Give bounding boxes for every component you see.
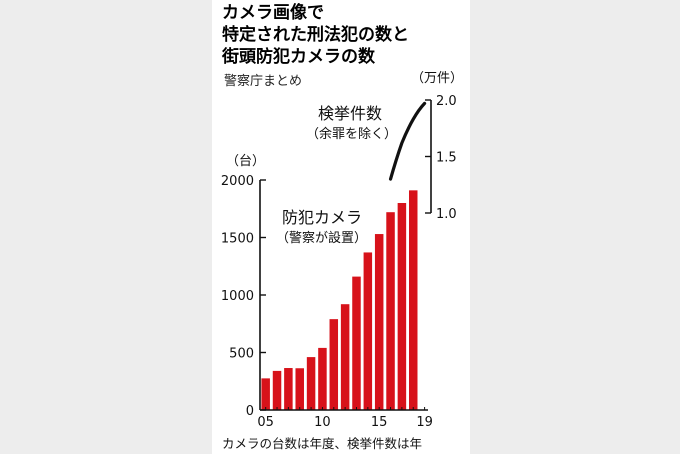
- camera-series-name: 防犯カメラ: [282, 208, 362, 227]
- camera-bar-2007: [284, 368, 293, 410]
- arrests-line-path: [388, 101, 427, 181]
- right-tick-label-2.0: 2.0: [436, 94, 457, 109]
- title-line-3: 街頭防犯カメラの数: [222, 47, 375, 67]
- footnote: カメラの台数は年度、検挙件数は年: [222, 436, 423, 451]
- chart-title: カメラ画像で 特定された刑法犯の数と 街頭防犯カメラの数: [222, 2, 472, 68]
- camera-bar-2005: [261, 378, 270, 410]
- arrests-series-note: （余罪を除く）: [306, 126, 397, 142]
- title-line-1: カメラ画像で: [222, 3, 324, 23]
- left-tick-label-1000: 1000: [221, 289, 254, 304]
- camera-bar-2010: [318, 347, 327, 410]
- camera-bar-2006: [272, 370, 282, 410]
- title-line-2: 特定された刑法犯の数と: [222, 25, 409, 45]
- left-axis: 0 500 1000 1500 2000 （台）: [221, 154, 266, 419]
- x-tick-label-10: 10: [314, 415, 331, 430]
- left-axis-unit: （台）: [226, 154, 265, 169]
- camera-series-note: （警察が設置）: [276, 230, 367, 246]
- camera-bars: [261, 190, 418, 410]
- arrests-series-name: 検挙件数: [318, 104, 382, 123]
- x-axis: 05 10 15 19: [257, 407, 433, 430]
- x-tick-label-05: 05: [257, 415, 274, 430]
- right-axis: 1.0 1.5 2.0 （万件）: [411, 71, 463, 222]
- camera-bar-2012: [340, 304, 350, 410]
- right-tick-label-1.0: 1.0: [436, 207, 457, 222]
- left-tick-label-0: 0: [246, 404, 254, 419]
- source-credit: 警察庁まとめ: [224, 74, 303, 89]
- camera-bar-2015: [374, 234, 384, 410]
- camera-bar-2014: [363, 252, 373, 410]
- camera-bar-2011: [329, 319, 339, 410]
- left-tick-label-500: 500: [229, 347, 254, 362]
- left-tick-label-1500: 1500: [221, 232, 254, 247]
- camera-bar-2009: [306, 357, 316, 410]
- x-tick-label-15: 15: [371, 415, 388, 430]
- right-tick-label-1.5: 1.5: [436, 151, 457, 166]
- camera-bar-2008: [295, 368, 304, 410]
- camera-bar-2017: [397, 203, 407, 410]
- camera-bar-2013: [352, 276, 361, 410]
- arrests-line: [388, 101, 427, 181]
- left-tick-label-2000: 2000: [221, 174, 254, 189]
- x-tick-label-19: 19: [416, 415, 433, 430]
- right-axis-unit: （万件）: [411, 71, 463, 86]
- camera-bar-2018: [408, 190, 418, 410]
- camera-bar-2016: [386, 212, 395, 410]
- series-labels: 検挙件数 （余罪を除く） 防犯カメラ （警察が設置）: [276, 104, 397, 246]
